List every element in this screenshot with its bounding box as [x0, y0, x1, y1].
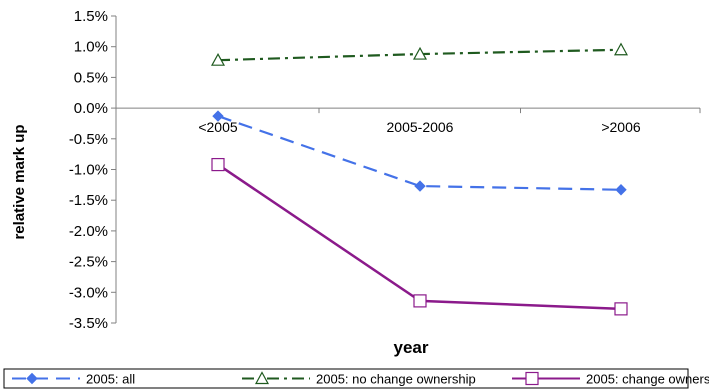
data-point-marker	[414, 180, 426, 192]
y-tick-label: -0.5%	[69, 131, 108, 148]
y-tick-label: -3.0%	[69, 284, 108, 301]
y-tick-label: -2.0%	[69, 223, 108, 240]
x-tick-label: 2005-2006	[387, 119, 454, 135]
data-point-marker	[412, 46, 428, 60]
legend-label: 2005: change ownership	[586, 372, 709, 387]
legend-item: 2005: all	[12, 372, 135, 387]
x-tick-labels: <2005 2005-2006 >2006	[198, 119, 641, 135]
data-point-marker	[613, 42, 629, 56]
y-tick-label: -1.5%	[69, 192, 108, 209]
legend-label: 2005: no change ownership	[316, 372, 476, 387]
y-axis	[111, 15, 701, 324]
x-tick-label: <2005	[198, 119, 238, 135]
series-0	[212, 110, 627, 196]
legend-marker	[26, 372, 38, 385]
legend-box	[3, 368, 689, 389]
data-point-marker	[210, 52, 226, 66]
series-line	[217, 115, 622, 191]
x-tick-label: >2006	[601, 119, 641, 135]
y-tick-label: 1.5%	[74, 8, 108, 25]
data-point-marker	[615, 184, 627, 196]
series-2	[211, 157, 628, 316]
series-layer	[210, 42, 629, 316]
series-1	[210, 42, 629, 66]
data-point-marker	[211, 157, 225, 172]
legend-item: 2005: change ownership	[512, 372, 709, 387]
y-tick-label: 0.5%	[74, 69, 108, 86]
legend-marker	[525, 371, 539, 386]
x-axis-title: year	[394, 338, 429, 357]
legend-item: 2005: no change ownership	[242, 371, 476, 387]
data-point-marker	[413, 294, 427, 308]
data-point-marker	[614, 302, 628, 316]
legend-label: 2005: all	[86, 372, 135, 387]
y-tick-labels: 1.5% 1.0% 0.5% 0.0% -0.5% -1.0% -1.5% -2.0% -2.5…	[69, 8, 108, 332]
y-tick-label: -2.5%	[69, 254, 108, 271]
legend: 2005: all 2005: no change ownership 2005: …	[3, 368, 709, 389]
y-tick-label: -1.0%	[69, 162, 108, 179]
y-tick-label: 0.0%	[74, 100, 108, 117]
y-tick-label: 1.0%	[74, 39, 108, 56]
legend-marker	[254, 371, 270, 385]
data-point-marker	[212, 110, 224, 122]
y-tick-label: -3.5%	[69, 315, 108, 332]
y-axis-title: relative mark up	[11, 124, 28, 239]
